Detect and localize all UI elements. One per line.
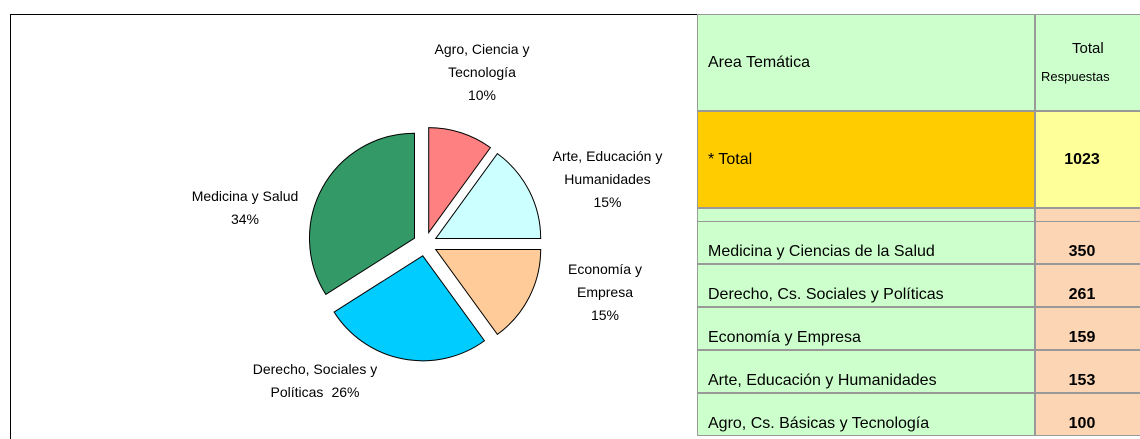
row-label: Arte, Educación y Humanidades [708,372,937,389]
total-value-cell: 1023 [1035,111,1140,208]
slice-label: Economía y Empresa 15% [560,258,650,327]
pie-slice [308,132,415,296]
pie-slice [428,127,492,235]
header-label-cell: Area Temática [697,14,1035,111]
total-value: 1023 [1064,150,1100,168]
row-label: Agro, Cs. Básicas y Tecnología [708,415,930,432]
slice-label: Medicina y Salud 34% [160,185,330,231]
header-total: Respuestas [1041,68,1110,84]
pie-slice [333,255,486,362]
row-label-cell: Arte, Educación y Humanidades [697,350,1035,393]
table: Area Temática Total Respuestas * Total 1023 M… [697,14,1140,439]
row-value-cell: 153 [1035,350,1140,393]
row-label: Derecho, Cs. Sociales y Políticas [708,286,944,303]
row-value: 261 [1068,286,1096,303]
row-value-cell: 100 [1035,393,1140,436]
pie-chart [308,127,542,362]
slice-value-label: 15% [593,194,622,210]
row-label-cell: Economía y Empresa [697,307,1035,350]
slice-value-label: 34% [230,211,260,227]
slice-label: Agro, Ciencia y Tecnología 10% [417,38,547,107]
slice-label: Arte, Educación y Humanidades 15% [540,145,675,214]
slice-name: Agro, Ciencia y Tecnología [434,41,530,80]
spacer-cell [1035,208,1140,221]
row-value: 100 [1068,415,1096,432]
total-label: * Total [708,150,753,168]
header-total-cell: Total Respuestas [1035,14,1140,111]
total-label-cell: * Total [697,111,1035,208]
row-value: 153 [1068,372,1096,389]
slice-name: Arte, Educación y Humanidades [552,148,663,187]
chart-area [10,14,710,439]
slice-value-label: 26% [331,384,360,400]
row-label-cell: Medicina y Ciencias de la Salud [697,221,1035,264]
pie-slice [434,152,542,240]
row-value-cell: 261 [1035,264,1140,307]
header-label: Area Temática [708,53,810,71]
pie-slice [434,248,542,336]
row-value-cell: 350 [1035,221,1140,264]
row-value-cell: 159 [1035,307,1140,350]
row-label: Medicina y Ciencias de la Salud [708,243,935,260]
slice-value-label: 10% [467,87,497,103]
row-label-cell: Agro, Cs. Básicas y Tecnología [697,393,1035,436]
slice-value-label: 15% [590,307,620,323]
row-label-cell: Derecho, Cs. Sociales y Políticas [697,264,1035,307]
slice-name: Medicina y Salud [191,188,299,204]
slice-name: Derecho, Sociales y Políticas [252,361,378,400]
row-value: 350 [1068,243,1096,260]
row-label: Economía y Empresa [708,329,861,346]
slice-name: Economía y Empresa [568,261,642,300]
row-value: 159 [1068,329,1096,346]
spacer-cell [697,208,1035,221]
slice-label: Derecho, Sociales y Políticas 26% [240,358,390,404]
header-total: Total [1072,39,1104,57]
